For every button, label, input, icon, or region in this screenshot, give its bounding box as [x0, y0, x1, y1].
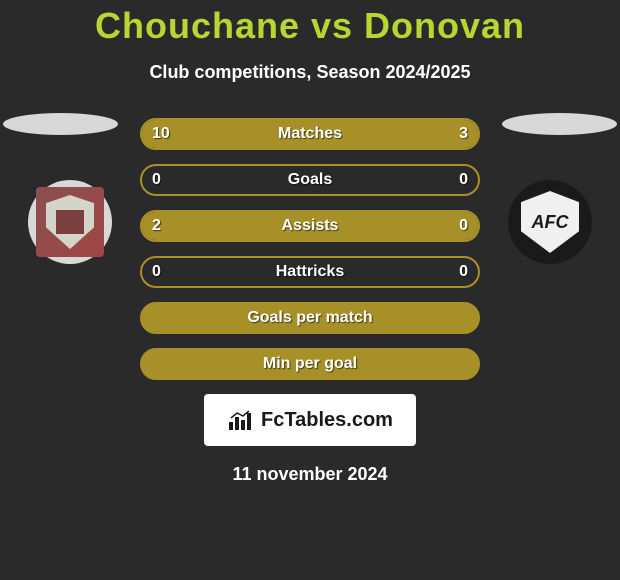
right-player-ellipse [502, 113, 617, 135]
right-club-badge: AFC [508, 180, 592, 264]
footer-logo-text: FcTables.com [261, 409, 393, 432]
left-player-ellipse [3, 113, 118, 135]
stat-label: Assists [282, 217, 339, 235]
comparison-widget: Chouchane vs Donovan Club competitions, … [0, 0, 620, 485]
stat-label: Goals per match [247, 309, 372, 327]
stat-fill-left [142, 120, 401, 148]
stat-value-left: 0 [152, 171, 161, 189]
stat-label: Hattricks [276, 263, 344, 281]
stat-row: 0 Goals 0 [140, 164, 480, 196]
stat-value-right: 0 [459, 217, 468, 235]
footer-logo[interactable]: FcTables.com [204, 394, 416, 446]
left-badge-castle-icon [56, 210, 84, 234]
left-club-badge [28, 180, 112, 264]
left-badge-shield [46, 195, 94, 249]
stat-value-left: 0 [152, 263, 161, 281]
stat-value-right: 0 [459, 171, 468, 189]
stat-row-empty: Min per goal [140, 348, 480, 380]
stats-area: AFC 10 Matches 3 0 Goals 0 2 Assists 0 0 Hattricks… [0, 118, 620, 380]
stat-row: 0 Hattricks 0 [140, 256, 480, 288]
stat-value-left: 2 [152, 217, 161, 235]
left-badge-inner [36, 187, 104, 257]
stat-row-empty: Goals per match [140, 302, 480, 334]
page-title: Chouchane vs Donovan [0, 0, 620, 47]
stat-row: 2 Assists 0 [140, 210, 480, 242]
stat-label: Matches [278, 125, 342, 143]
stat-label: Min per goal [263, 355, 357, 373]
subtitle: Club competitions, Season 2024/2025 [0, 62, 620, 83]
stat-value-right: 0 [459, 263, 468, 281]
stat-label: Goals [288, 171, 332, 189]
stat-value-right: 3 [459, 125, 468, 143]
chart-icon [227, 410, 255, 430]
right-badge-shield: AFC [521, 191, 579, 253]
stat-value-left: 10 [152, 125, 170, 143]
stat-row: 10 Matches 3 [140, 118, 480, 150]
date-text: 11 november 2024 [0, 464, 620, 485]
